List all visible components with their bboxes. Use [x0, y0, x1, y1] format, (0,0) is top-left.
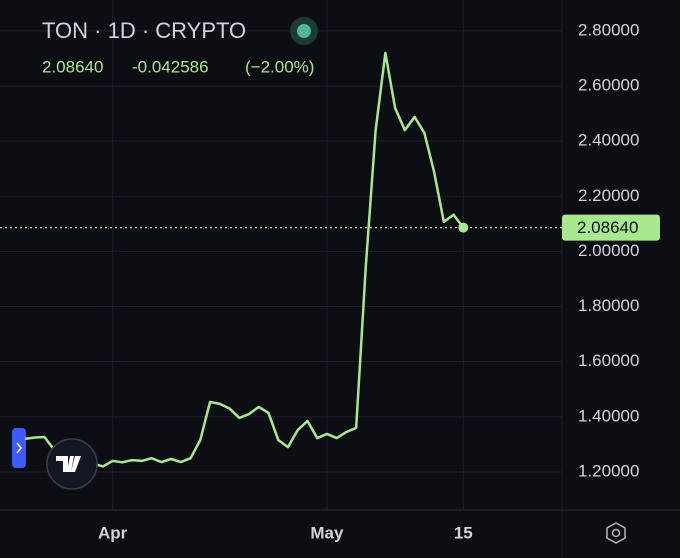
change-percent: (−2.00%) — [245, 57, 314, 76]
last-point — [458, 222, 469, 233]
last-value: 2.08640 — [42, 57, 103, 76]
y-tick-label: 1.80000 — [578, 296, 639, 315]
y-tick-label: 2.80000 — [578, 20, 639, 39]
y-tick-label: 1.40000 — [578, 406, 639, 425]
plot-area: 2.08640 — [0, 51, 660, 468]
change-value: -0.042586 — [132, 57, 209, 76]
y-tick-label: 2.40000 — [578, 131, 639, 150]
y-tick-label: 2.00000 — [578, 241, 639, 260]
settings-icon[interactable] — [611, 528, 621, 538]
tv-logo-mark — [56, 456, 81, 472]
x-tick-label: Apr — [98, 523, 128, 542]
y-tick-label: 1.20000 — [578, 461, 639, 480]
grid — [0, 0, 562, 510]
status-dot — [297, 24, 311, 38]
y-tick-label: 1.60000 — [578, 351, 639, 370]
last-price-tag — [562, 214, 660, 241]
y-tick-label: 2.20000 — [578, 186, 639, 205]
side-tab[interactable] — [12, 428, 26, 468]
x-tick-label: May — [310, 523, 344, 542]
settings-hex — [606, 522, 626, 544]
last-price-label: 2.08640 — [577, 218, 638, 237]
x-tick-label: 15 — [454, 523, 473, 542]
side-tab-arrow — [16, 442, 22, 454]
price-line — [24, 51, 465, 468]
chart-title: TON · 1D · CRYPTO — [42, 18, 246, 43]
y-tick-label: 2.60000 — [578, 75, 639, 94]
